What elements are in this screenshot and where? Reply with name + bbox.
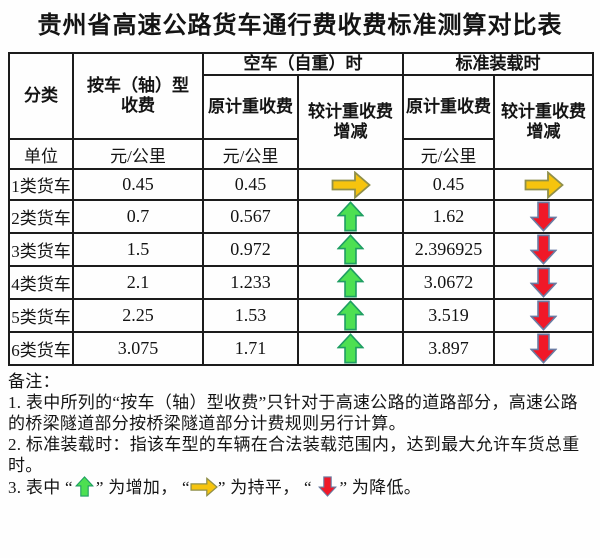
notes-section: 备注： 1. 表中所列的“按车（轴）型收费”只针对于高速公路的道路部分，高速公路… [8,371,594,499]
cell-axle-rate: 2.1 [72,265,204,300]
header-empty-orig-weight: 原计重收费 [202,74,299,140]
header-empty-group: 空车（自重）时 [202,52,404,76]
cell-empty-orig-rate: 1.233 [202,265,299,300]
header-row-sub: 原计重收费 较计重收费 增减 原计重收费 较计重收费 增减 [9,74,594,170]
trend-down-icon [529,234,558,265]
table-row: 5类货车 2.25 1.53 3.519 [8,298,594,333]
trend-down-icon [316,476,339,497]
trend-up-icon [336,201,365,232]
trend-up-icon [336,333,365,364]
cell-truck-class: 3类货车 [8,232,74,267]
cell-loaded-trend [493,232,594,267]
cell-empty-orig-rate: 1.53 [202,298,299,333]
cell-truck-class: 5类货车 [8,298,74,333]
table-row: 1类货车 0.45 0.45 0.45 [8,168,594,201]
cell-axle-rate: 1.5 [72,232,204,267]
page-title: 贵州省高速公路货车通行费收费标准测算对比表 [37,13,563,39]
trend-flat-icon [190,477,218,497]
table-row: 2类货车 0.7 0.567 1.62 [8,199,594,234]
cell-truck-class: 6类货车 [8,331,74,366]
trend-down-icon [529,300,558,331]
note-3-text: ” 为持平， “ [217,478,317,497]
cell-truck-class: 4类货车 [8,265,74,300]
cell-axle-rate: 0.7 [72,199,204,234]
trend-down-icon [529,201,558,232]
notes-label: 备注： [8,372,60,391]
table-body: 1类货车 0.45 0.45 0.45 2类货车 0.7 0.567 1.62 … [8,168,594,366]
header-axle-type: 按车（轴）型 收费 [72,52,204,140]
cell-empty-orig-rate: 0.45 [202,168,299,201]
cell-empty-trend [297,331,404,366]
cell-axle-rate: 2.25 [72,298,204,333]
cell-loaded-trend [493,265,594,300]
cell-axle-rate: 3.075 [72,331,204,366]
cell-loaded-orig-rate: 3.897 [402,331,495,366]
header-row-groups: 分类 按车（轴）型 收费 空车（自重）时 标准装载时 [8,52,594,140]
header-loaded-vs-weight: 较计重收费 增减 [493,74,594,170]
cell-loaded-orig-rate: 1.62 [402,199,495,234]
cell-truck-class: 2类货车 [8,199,74,234]
trend-up-icon [336,300,365,331]
toll-comparison-table: 分类 按车（轴）型 收费 空车（自重）时 标准装载时 原计重收费 较计重收费 增… [8,52,594,366]
unit-row: 单位 元/公里 元/公里 元/公里 [8,138,593,170]
cell-loaded-orig-rate: 3.0672 [402,265,495,300]
trend-up-icon [73,476,96,497]
table-row: 4类货车 2.1 1.233 3.0672 [8,265,594,300]
note-3-text: ” 为增加， “ [95,478,190,497]
note-1: 1. 表中所列的“按车（轴）型收费”只针对于高速公路的道路部分，高速公路的桥梁隧… [8,393,578,433]
trend-down-icon [529,267,558,298]
cell-loaded-orig-rate: 0.45 [402,168,495,201]
cell-empty-trend [297,199,404,234]
trend-down-icon [529,333,558,364]
note-3-text: 3. 表中 “ [8,478,73,497]
cell-loaded-trend [493,298,594,333]
unit-axle: 元/公里 [72,138,204,170]
note-2: 2. 标准装载时：指该车型的车辆在合法装载范围内，达到最大允许车货总重时。 [8,435,580,475]
cell-empty-orig-rate: 1.71 [202,331,299,366]
header-loaded-group: 标准装载时 [402,52,594,76]
header-empty-vs-weight: 较计重收费 增减 [297,74,404,170]
table-row: 6类货车 3.075 1.71 3.897 [8,331,594,366]
table-row: 3类货车 1.5 0.972 2.396925 [8,232,594,267]
cell-loaded-orig-rate: 2.396925 [402,232,495,267]
cell-loaded-orig-rate: 3.519 [402,298,495,333]
cell-loaded-trend [493,168,594,201]
unit-label: 单位 [8,138,74,170]
note-3: 3. 表中 “ ” 为增加， “ ” 为持平， “ ” 为降低。 [8,476,594,499]
cell-empty-trend [297,298,404,333]
header-loaded-orig-weight: 原计重收费 [402,74,495,140]
unit-loaded: 元/公里 [402,138,495,170]
cell-axle-rate: 0.45 [72,168,204,201]
cell-empty-trend [297,265,404,300]
cell-empty-orig-rate: 0.567 [202,199,299,234]
note-3-text: ” 为降低。 [339,478,422,497]
cell-empty-orig-rate: 0.972 [202,232,299,267]
cell-loaded-trend [493,331,594,366]
trend-flat-icon [523,171,565,199]
cell-loaded-trend [493,199,594,234]
trend-flat-icon [330,171,372,199]
cell-empty-trend [297,168,404,201]
cell-truck-class: 1类货车 [8,168,74,201]
trend-up-icon [336,267,365,298]
cell-empty-trend [297,232,404,267]
trend-up-icon [336,234,365,265]
header-category: 分类 [8,52,74,140]
unit-empty: 元/公里 [202,138,299,170]
